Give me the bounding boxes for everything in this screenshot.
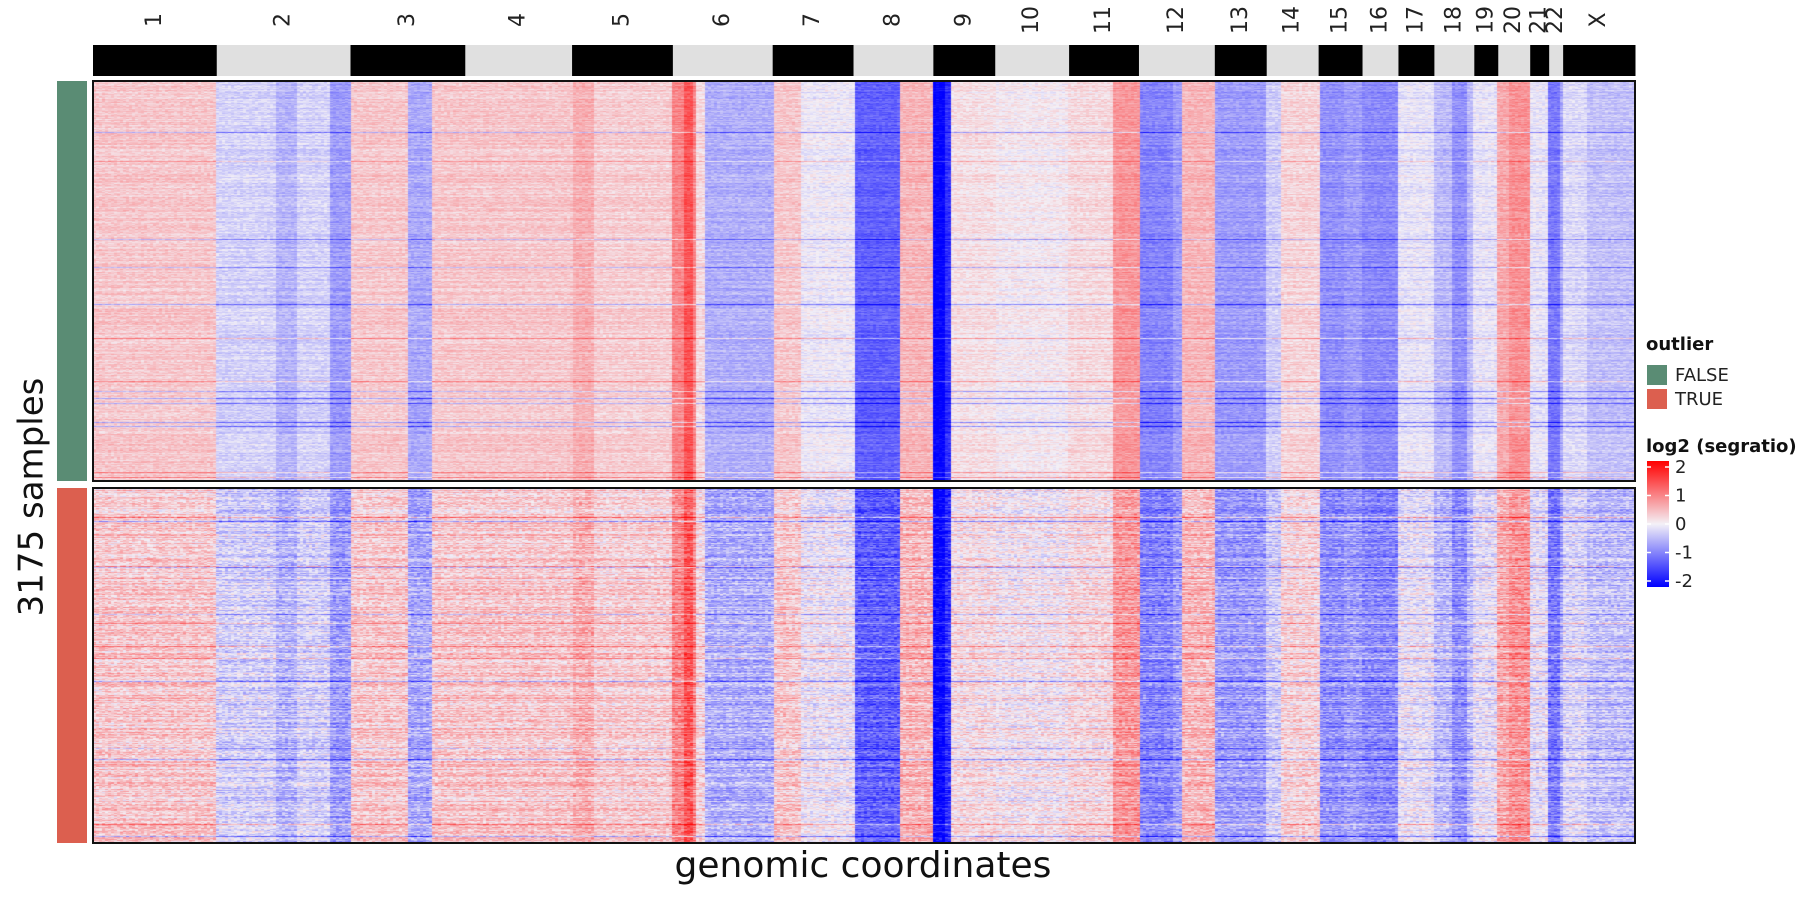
legend-label-false: FALSE: [1675, 365, 1729, 386]
chrom-label-4: 4: [506, 13, 531, 27]
chrom-segment-18: [1434, 45, 1475, 76]
chrom-label-20: 20: [1501, 6, 1526, 34]
chrom-label-16: 16: [1367, 6, 1392, 34]
color-scale-ticks: 2 1 0 -1 -2: [1647, 457, 1693, 592]
chrom-label-9: 9: [951, 13, 976, 27]
chrom-segment-14: [1266, 45, 1320, 76]
chromosome-bar: [93, 45, 1636, 76]
chrom-segment-16: [1362, 45, 1399, 76]
scale-tick-label: -1: [1675, 543, 1693, 564]
chrom-segment-22: [1549, 45, 1564, 76]
chrom-label-2: 2: [271, 13, 296, 27]
chrom-label-22: 22: [1543, 6, 1568, 34]
legend-swatch-true: [1647, 389, 1667, 409]
chrom-segment-7: [772, 45, 855, 76]
chrom-segment-5: [572, 45, 674, 76]
chrom-segment-10: [995, 45, 1070, 76]
legend: outlier FALSE TRUE log2 (segratio) 2 1 0 -1 -…: [1646, 334, 1797, 592]
chrom-label-21: 21: [1527, 6, 1552, 34]
chrom-label-19: 19: [1473, 6, 1498, 34]
heatmap-image: [93, 81, 1635, 843]
legend-label-true: TRUE: [1674, 389, 1723, 410]
chrom-segment-20: [1498, 45, 1531, 76]
panel-frame-true: [92, 487, 1636, 844]
chrom-label-3: 3: [395, 13, 420, 27]
chrom-segment-9: [933, 45, 996, 76]
chrom-label-11: 11: [1091, 6, 1116, 34]
y-axis-title: 3175 samples: [12, 378, 52, 617]
chrom-segment-17: [1398, 45, 1435, 76]
chrom-segment-2: [216, 45, 351, 76]
chrom-segment-19: [1474, 45, 1499, 76]
chrom-label-X: X: [1586, 12, 1611, 27]
outlier-legend-title: outlier: [1646, 334, 1713, 355]
chrom-label-12: 12: [1164, 6, 1189, 34]
scale-tick-label: 0: [1675, 514, 1686, 535]
panel-gap: [91, 481, 1637, 488]
outlier-annotation-bar: [57, 81, 87, 843]
chrom-segment-4: [465, 45, 573, 76]
chrom-label-5: 5: [609, 13, 634, 27]
chrom-segment-6: [672, 45, 774, 76]
heatmap-body: [91, 81, 1637, 843]
chrom-segment-3: [350, 45, 466, 76]
chrom-segment-13: [1214, 45, 1268, 76]
panel-frame-false: [92, 80, 1636, 482]
legend-swatch-false: [1647, 365, 1667, 385]
outlier-legend-items: FALSE TRUE: [1647, 365, 1729, 410]
x-axis-title: genomic coordinates: [675, 845, 1052, 886]
chrom-label-8: 8: [880, 13, 905, 27]
chrom-label-7: 7: [800, 13, 825, 27]
scale-tick-label: 1: [1675, 486, 1686, 507]
chrom-label-13: 13: [1228, 6, 1253, 34]
chrom-segment-21: [1530, 45, 1550, 76]
chrom-segment-15: [1318, 45, 1364, 76]
chrom-label-18: 18: [1441, 6, 1466, 34]
chrom-label-14: 14: [1280, 6, 1305, 34]
color-scale-bar: [1647, 461, 1669, 587]
chrom-segment-11: [1069, 45, 1140, 76]
chrom-segment-12: [1138, 45, 1216, 76]
panel-frames: [92, 80, 1636, 844]
chrom-label-15: 15: [1328, 6, 1353, 34]
chrom-label-1: 1: [142, 13, 167, 27]
chrom-label-10: 10: [1019, 6, 1044, 34]
scale-legend-title: log2 (segratio): [1646, 436, 1797, 457]
scale-tick-label: 2: [1675, 457, 1686, 478]
chrom-segment-8: [853, 45, 934, 76]
chrom-segment-1: [93, 45, 218, 76]
chrom-label-6: 6: [710, 13, 735, 27]
scale-tick-label: -2: [1675, 571, 1693, 592]
chrom-label-17: 17: [1403, 6, 1428, 34]
annotation-true: [57, 488, 87, 843]
annotation-false: [57, 81, 87, 481]
chrom-segment-X: [1563, 45, 1636, 76]
